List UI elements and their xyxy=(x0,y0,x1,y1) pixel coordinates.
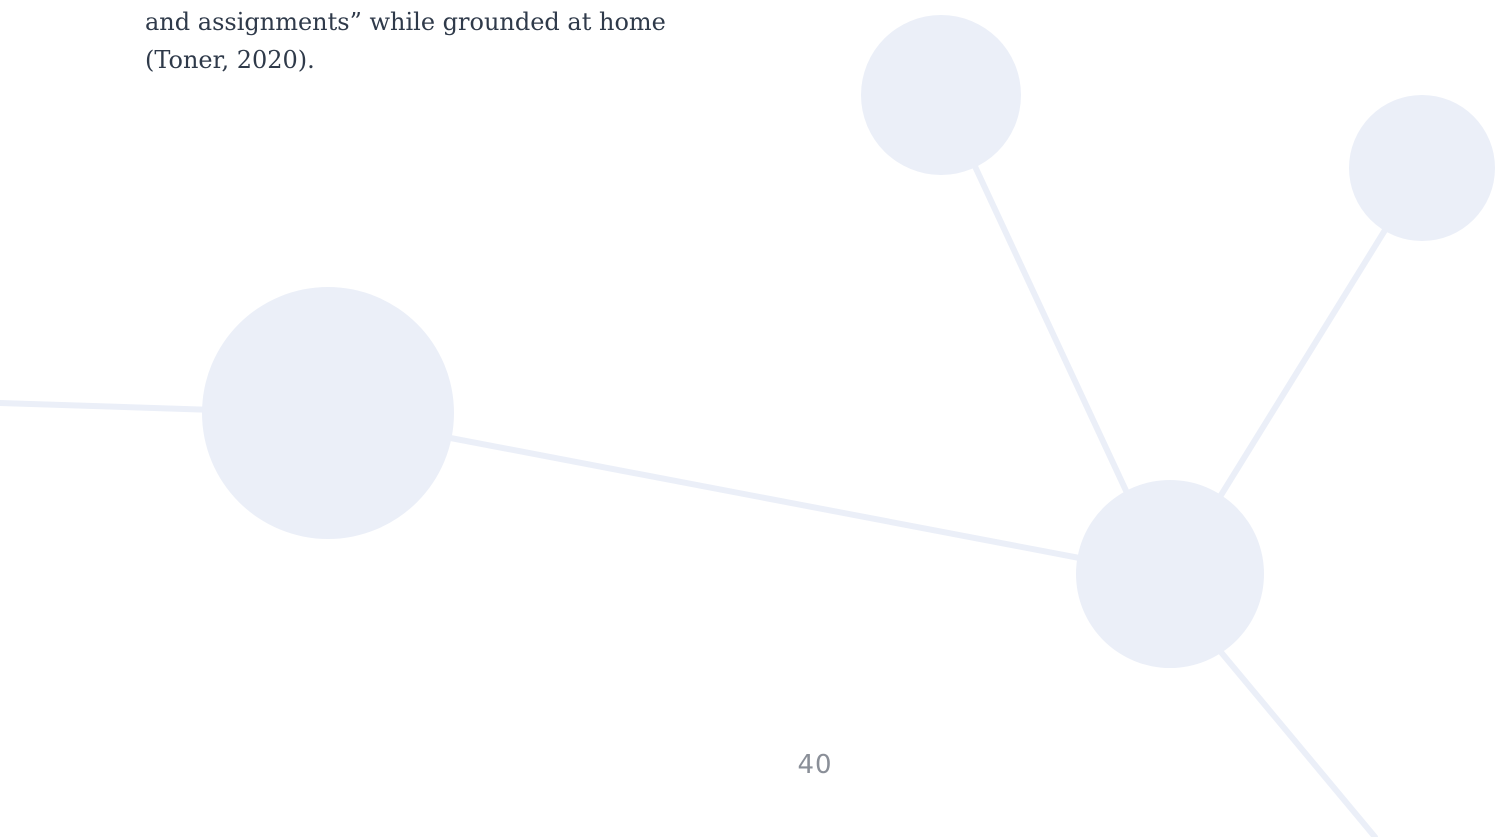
connector-line-middle xyxy=(437,433,1093,563)
body-text-line: and assignments” while grounded at home xyxy=(145,8,666,36)
body-paragraph: and assignments” while grounded at home … xyxy=(145,3,765,79)
connector-line-left xyxy=(0,400,218,413)
network-node-top xyxy=(861,15,1021,175)
connector-line-right xyxy=(1215,219,1393,503)
body-text-line: (Toner, 2020). xyxy=(145,46,315,74)
network-node-top-right xyxy=(1349,95,1495,241)
connector-line-bottom xyxy=(1212,642,1378,837)
network-node-hub xyxy=(1076,480,1264,668)
connector-line-upper xyxy=(969,157,1131,498)
network-node-large xyxy=(202,287,454,539)
page-number: 40 xyxy=(797,750,833,780)
